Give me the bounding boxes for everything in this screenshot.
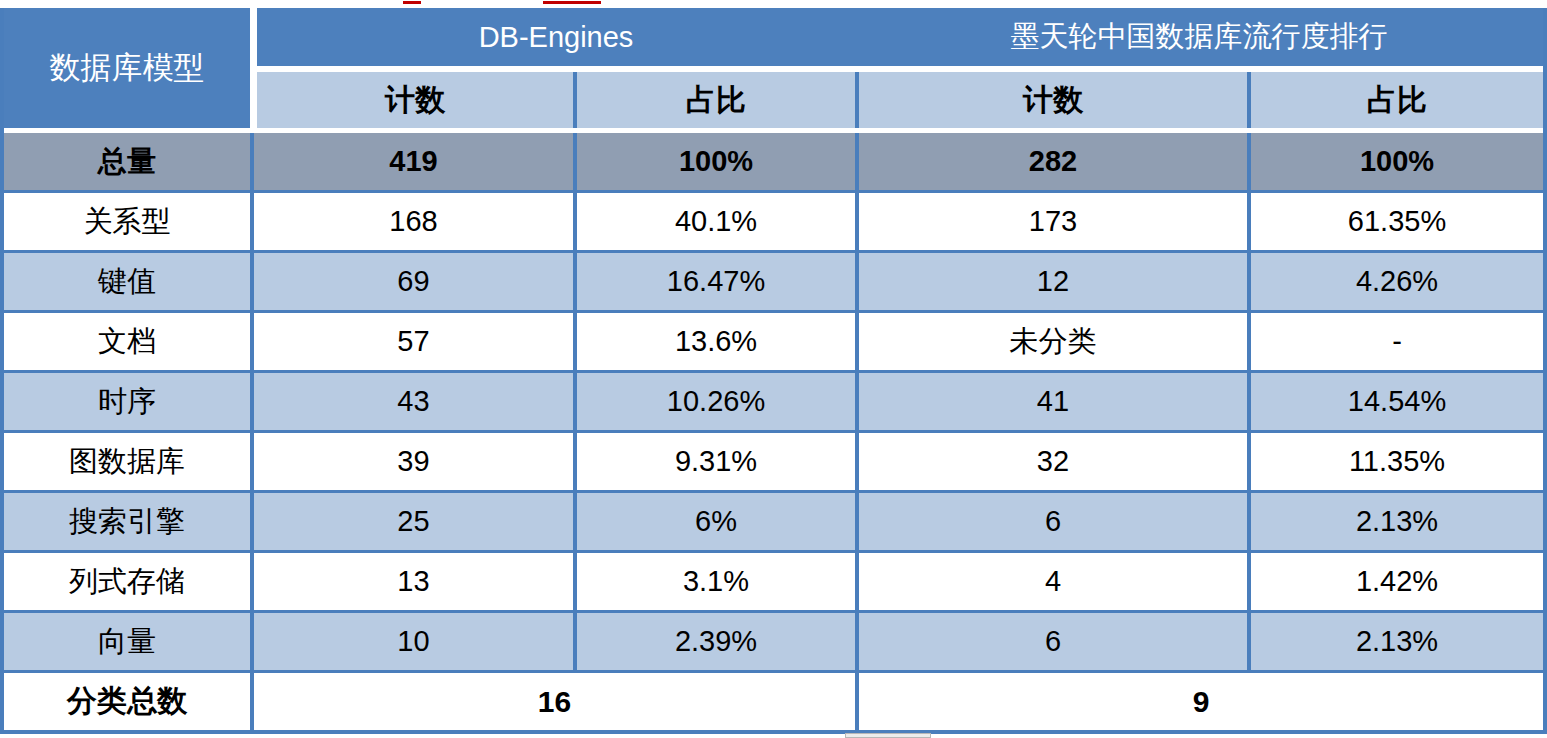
header-white-separator-vertical: [250, 8, 257, 128]
row-label: 文档: [4, 313, 250, 370]
table-cell: 1.42%: [1247, 553, 1543, 610]
table-cell: 168: [250, 193, 573, 250]
table-cell: 9.31%: [573, 433, 855, 490]
table-cell: 6%: [573, 493, 855, 550]
row-label: 图数据库: [4, 433, 250, 490]
table-row-document: 文档 57 13.6% 未分类 -: [4, 310, 1543, 370]
table-row-time-series: 时序 43 10.26% 41 14.54%: [4, 370, 1543, 430]
table-cell: 173: [855, 193, 1247, 250]
table-row-vector: 向量 10 2.39% 6 2.13%: [4, 610, 1543, 670]
table-cell: 43: [250, 373, 573, 430]
row-label: 时序: [4, 373, 250, 430]
motianlun-category-total-cell: 9: [855, 673, 1543, 730]
table-cell: 2.13%: [1247, 493, 1543, 550]
page-background: 数据库模型 DB-Engines 墨天轮中国数据库流行度排行 计数 占比 计数 …: [0, 0, 1547, 738]
table-header: 数据库模型 DB-Engines 墨天轮中国数据库流行度排行 计数 占比 计数 …: [4, 8, 1543, 133]
table-cell: 41: [855, 373, 1247, 430]
table-cell: 61.35%: [1247, 193, 1543, 250]
row-label: 关系型: [4, 193, 250, 250]
row-label: 分类总数: [4, 673, 250, 730]
group-header-motianlun: 墨天轮中国数据库流行度排行: [855, 8, 1543, 66]
table-row-total: 总量 419 100% 282 100%: [4, 133, 1543, 190]
subheader-db-share: 占比: [573, 72, 855, 128]
row-label: 总量: [4, 133, 250, 190]
row-label: 向量: [4, 613, 250, 670]
table-cell: 12: [855, 253, 1247, 310]
db-engines-category-total-cell: 16: [250, 673, 855, 730]
table-cell: 4: [855, 553, 1247, 610]
row-label: 搜索引擎: [4, 493, 250, 550]
cropped-red-underline-artifact: [403, 1, 421, 4]
table-cell: 13: [250, 553, 573, 610]
table-cell: 10.26%: [573, 373, 855, 430]
table-cell: 39: [250, 433, 573, 490]
scrollbar-artifact: [845, 733, 931, 738]
group-header-db-engines: DB-Engines: [257, 8, 855, 66]
database-model-comparison-table: 数据库模型 DB-Engines 墨天轮中国数据库流行度排行 计数 占比 计数 …: [0, 8, 1547, 734]
table-cell: 16.47%: [573, 253, 855, 310]
table-cell: 100%: [573, 133, 855, 190]
table-cell: 419: [250, 133, 573, 190]
subheader-db-count: 计数: [257, 72, 573, 128]
row-label: 键值: [4, 253, 250, 310]
table-row-column-store: 列式存储 13 3.1% 4 1.42%: [4, 550, 1543, 610]
cropped-red-underline-artifact: [543, 1, 601, 4]
table-cell: 10: [250, 613, 573, 670]
table-cell: 282: [855, 133, 1247, 190]
table-cell: 57: [250, 313, 573, 370]
table-cell: 13.6%: [573, 313, 855, 370]
corner-header-cell: 数据库模型: [4, 8, 250, 128]
table-cell: 11.35%: [1247, 433, 1543, 490]
table-cell: 25: [250, 493, 573, 550]
row-label: 列式存储: [4, 553, 250, 610]
table-cell: 14.54%: [1247, 373, 1543, 430]
table-cell: 2.13%: [1247, 613, 1543, 670]
table-row-search-engine: 搜索引擎 25 6% 6 2.13%: [4, 490, 1543, 550]
table-cell: 6: [855, 493, 1247, 550]
subheader-mt-count: 计数: [855, 72, 1247, 128]
table-cell: 40.1%: [573, 193, 855, 250]
table-cell: 4.26%: [1247, 253, 1543, 310]
table-row-graph: 图数据库 39 9.31% 32 11.35%: [4, 430, 1543, 490]
table-cell: 3.1%: [573, 553, 855, 610]
table-cell: 未分类: [855, 313, 1247, 370]
table-cell: 2.39%: [573, 613, 855, 670]
table-cell: 32: [855, 433, 1247, 490]
table-cell: 100%: [1247, 133, 1543, 190]
table-row-category-totals: 分类总数 16 9: [4, 670, 1543, 730]
table-row-relational: 关系型 168 40.1% 173 61.35%: [4, 190, 1543, 250]
subheader-mt-share: 占比: [1247, 72, 1543, 128]
table-row-key-value: 键值 69 16.47% 12 4.26%: [4, 250, 1543, 310]
table-cell: -: [1247, 313, 1543, 370]
table-cell: 6: [855, 613, 1247, 670]
table-cell: 69: [250, 253, 573, 310]
